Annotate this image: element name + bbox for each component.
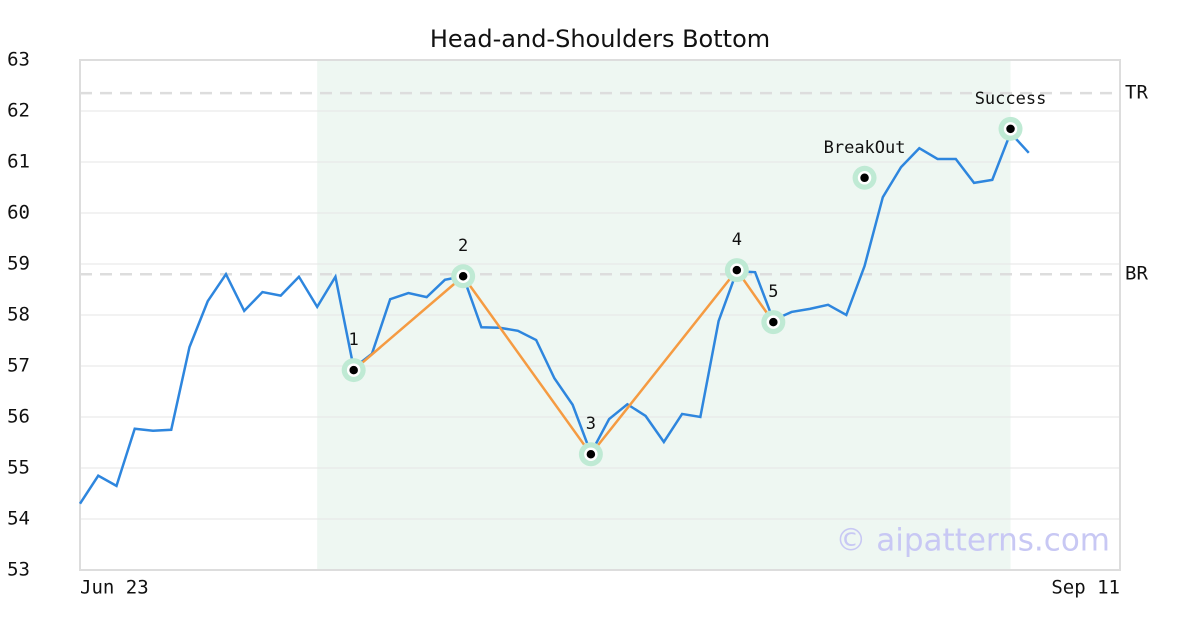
watermark: © aipatterns.com (835, 523, 1110, 559)
pattern-label: 3 (586, 414, 596, 434)
pattern-dot (766, 315, 781, 329)
y-tick-label: 53 (7, 559, 30, 581)
y-tick-label: 55 (7, 457, 30, 479)
y-tick-label: 62 (7, 100, 30, 122)
pattern-dot (730, 263, 744, 277)
x-tick-label: Jun 23 (80, 577, 149, 599)
level-label: TR (1125, 82, 1148, 104)
pattern-dot (1003, 122, 1018, 136)
x-tick-label: Sep 11 (1051, 577, 1120, 599)
y-tick-label: 60 (7, 202, 30, 224)
pattern-label: Success (975, 89, 1047, 109)
pattern-dot (346, 363, 361, 377)
y-tick-label: 58 (7, 304, 30, 326)
y-tick-label: 61 (7, 151, 30, 173)
pattern-label: 5 (768, 282, 778, 302)
y-tick-label: 57 (7, 355, 30, 377)
price-line (78, 130, 1030, 505)
pattern-label: 1 (349, 330, 359, 350)
plot-frame (79, 59, 1121, 571)
pattern-label: BreakOut (824, 138, 906, 158)
pattern-dot (584, 447, 598, 461)
y-tick-label: 63 (7, 49, 30, 71)
pattern-label: 2 (458, 236, 468, 256)
level-label: BR (1125, 263, 1148, 285)
chart-title: Head-and-Shoulders Bottom (430, 25, 770, 53)
pattern-dot (456, 269, 470, 283)
y-tick-label: 59 (7, 253, 30, 275)
pattern-label: 4 (732, 230, 742, 250)
pattern-dot (857, 171, 872, 185)
y-tick-label: 54 (7, 508, 30, 530)
y-tick-label: 56 (7, 406, 30, 428)
